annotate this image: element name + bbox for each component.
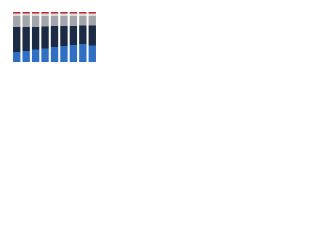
bar-segment [22,12,30,14]
bar-segment [13,13,21,16]
bar-segment [69,45,78,62]
bar-segment [41,13,49,16]
bar-segment [31,12,40,14]
bar-segment [50,26,59,47]
bar-segment [79,13,87,16]
bar-segment [41,48,49,62]
bar-segment [41,26,49,49]
chart [13,12,96,62]
bar-segment [60,13,68,16]
bar-segment [31,27,40,50]
bar-segment [79,16,87,26]
bar-segment [31,16,40,27]
bar-segment [60,16,68,26]
bar-segment [41,16,49,27]
bar-segment [50,13,59,16]
bar-segment [22,51,30,62]
bar-segment [69,16,78,26]
bar-segment [22,15,30,27]
bar-segment [60,46,68,62]
bar-segment [79,44,87,62]
bar-segment [69,12,78,14]
bar-segment [13,12,21,14]
bar-segment [13,52,21,62]
bar-segment [69,13,78,16]
bar-segment [22,13,30,16]
bar-segment [31,49,40,62]
bar-segment [22,27,30,51]
bar-segment [88,12,96,14]
bar-segment [79,12,87,14]
bar-segment [50,47,59,62]
bar-segment [88,13,96,16]
bar-segment [79,25,87,44]
bar-segment [88,16,96,26]
bar-segment [50,12,59,14]
bar-segment [50,16,59,26]
bar-segment [41,12,49,14]
bar-segment [69,26,78,45]
bar-segment [13,27,21,52]
bar-segment [88,45,96,62]
bar-segment [88,25,96,46]
bar-segment [60,26,68,46]
bar-segment [13,16,21,27]
bar-segment [31,13,40,16]
bar-segment [60,12,68,14]
